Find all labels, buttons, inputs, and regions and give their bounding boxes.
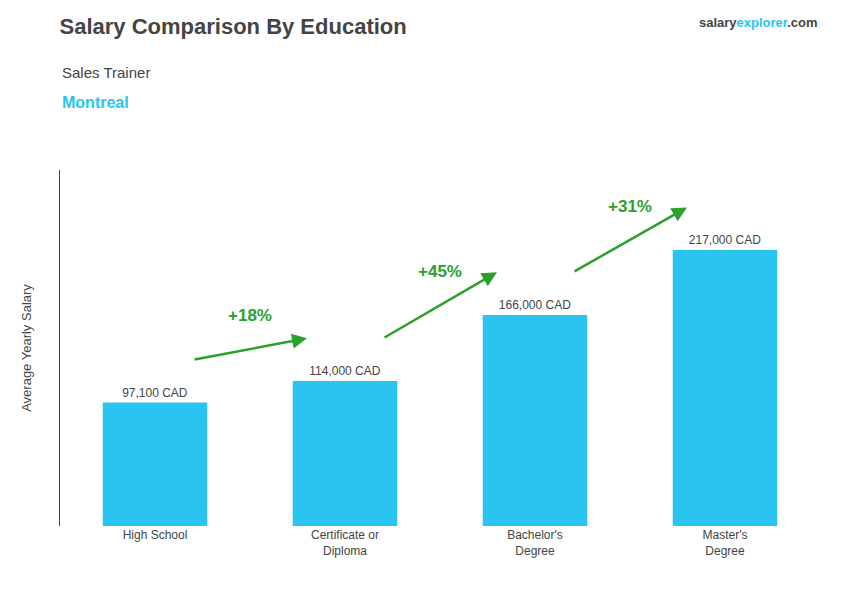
svg-text:Average Yearly Salary: Average Yearly Salary [19, 284, 34, 412]
svg-text:Sales Trainer: Sales Trainer [62, 64, 150, 81]
svg-text:+31%: +31% [608, 197, 652, 216]
svg-text:+45%: +45% [418, 262, 462, 281]
svg-text:Master'sDegree: Master'sDegree [703, 528, 748, 558]
svg-text:Montreal: Montreal [62, 94, 129, 111]
svg-text:Salary Comparison By Education: Salary Comparison By Education [60, 14, 407, 39]
svg-text:High School: High School [123, 528, 188, 542]
svg-text:217,000 CAD: 217,000 CAD [689, 233, 761, 247]
svg-text:+18%: +18% [228, 306, 272, 325]
svg-text:salaryexplorer.com: salaryexplorer.com [699, 15, 818, 30]
svg-text:Bachelor'sDegree: Bachelor'sDegree [507, 528, 563, 558]
svg-text:Certificate orDiploma: Certificate orDiploma [311, 528, 379, 558]
svg-text:114,000 CAD: 114,000 CAD [309, 364, 380, 378]
svg-text:166,000 CAD: 166,000 CAD [499, 298, 571, 312]
svg-text:97,100 CAD: 97,100 CAD [122, 386, 188, 400]
